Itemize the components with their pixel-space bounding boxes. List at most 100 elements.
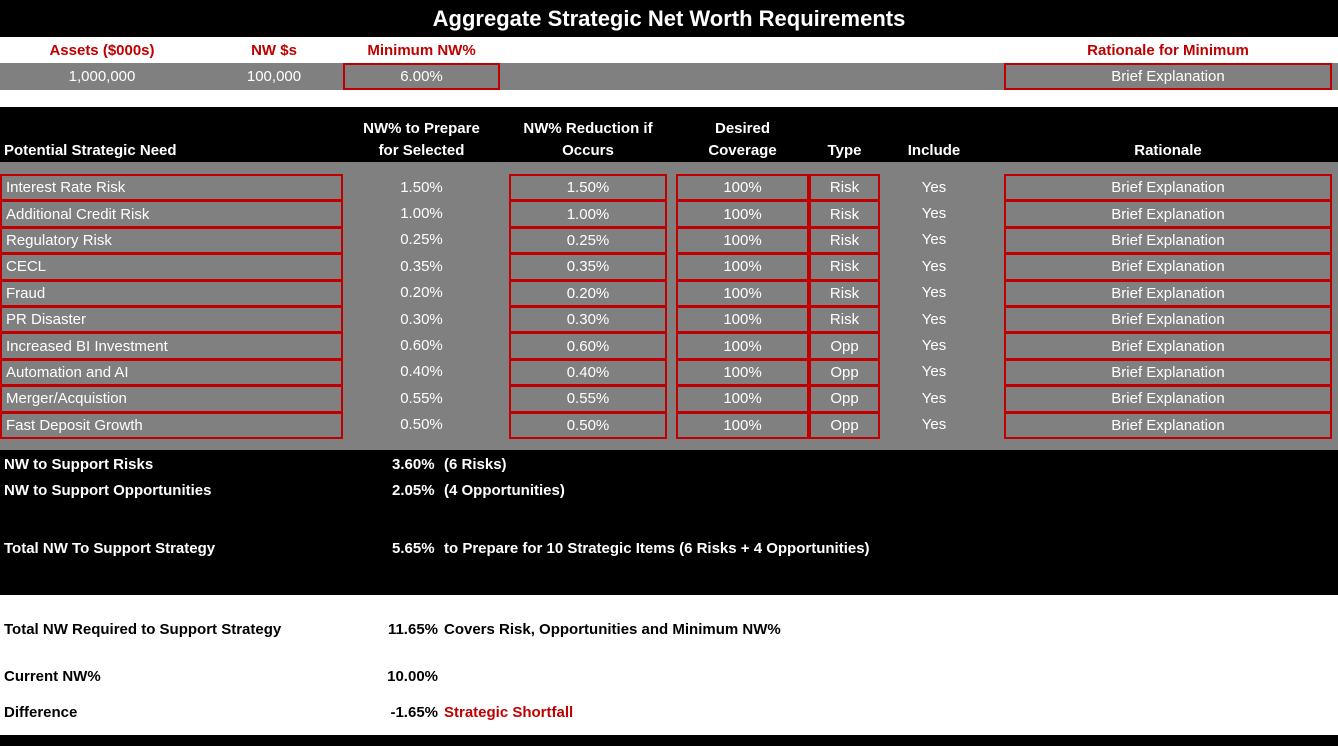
column-header: NW% Reduction if Occurs (523, 120, 653, 159)
table-cell: 0.55% (509, 385, 667, 413)
minimum-value: 6.00% (343, 63, 500, 90)
requirement-label: Current NW% (4, 667, 101, 685)
requirement-label: Total NW Required to Support Strategy (4, 620, 282, 638)
minimum-value: 100,000 (246, 68, 302, 85)
table-cell: Fraud (0, 279, 343, 307)
summary-value: 3.60% (392, 455, 435, 473)
table-cell: 0.60% (509, 332, 667, 360)
table-cell: Yes (921, 284, 947, 302)
minimum-value: 1,000,000 (68, 68, 136, 85)
summary-label: Total NW To Support Strategy (4, 539, 216, 557)
table-cell: 1.50% (509, 174, 667, 202)
table-cell: Brief Explanation (1004, 385, 1332, 413)
table-cell: 0.50% (509, 411, 667, 439)
summary-value: 2.05% (392, 481, 435, 499)
table-cell: Yes (921, 178, 947, 196)
minimum-header: Minimum NW% (367, 42, 476, 59)
summary-label: NW to Support Risks (4, 455, 154, 473)
table-cell: 100% (676, 385, 809, 413)
table-cell: 100% (676, 411, 809, 439)
table-cell: Risk (809, 253, 880, 281)
table-cell: Risk (809, 174, 880, 202)
table-cell: 0.60% (400, 337, 443, 355)
table-cell: PR Disaster (0, 306, 343, 334)
table-cell: Brief Explanation (1004, 332, 1332, 360)
requirement-value: -1.65% (390, 703, 438, 721)
requirement-value: 10.00% (387, 667, 438, 685)
summary-note: (6 Risks) (444, 455, 507, 473)
table-cell: 0.25% (400, 231, 443, 249)
table-cell: Opp (809, 358, 880, 387)
table-cell: 0.55% (400, 389, 443, 407)
table-cell: 0.20% (400, 284, 443, 302)
table-cell: Risk (809, 279, 880, 307)
table-cell: 0.40% (400, 363, 443, 381)
table-cell: 100% (676, 306, 809, 334)
requirement-value: 11.65% (387, 620, 438, 638)
minimum-value: Brief Explanation (1004, 63, 1332, 90)
table-cell: 0.25% (509, 226, 667, 255)
requirement-note: Strategic Shortfall (444, 703, 574, 721)
requirement-band (0, 595, 1338, 735)
summary-note: (4 Opportunities) (444, 481, 565, 499)
spacer-band (0, 90, 1338, 107)
header-band (0, 37, 1338, 63)
table-cell: 1.00% (509, 200, 667, 228)
table-cell: 100% (676, 226, 809, 255)
table-cell: Brief Explanation (1004, 200, 1332, 228)
table-cell: Brief Explanation (1004, 174, 1332, 202)
column-header: Rationale (1134, 142, 1202, 159)
column-header: NW% to Prepare for Selected (363, 120, 480, 159)
column-header: Include (907, 142, 961, 159)
table-cell: 100% (676, 174, 809, 202)
minimum-header: Assets ($000s) (49, 42, 155, 59)
table-cell: CECL (0, 253, 343, 281)
table-cell: Risk (809, 226, 880, 255)
table-cell: Yes (921, 257, 947, 275)
requirement-label: Difference (4, 703, 78, 721)
table-cell: Additional Credit Risk (0, 200, 343, 228)
table-cell: Fast Deposit Growth (0, 411, 343, 439)
minimum-band (0, 63, 1338, 90)
table-cell: 100% (676, 279, 809, 307)
table-cell: Risk (809, 306, 880, 334)
summary-label: NW to Support Opportunities (4, 481, 212, 499)
summary-value: 5.65% (392, 539, 435, 557)
table-cell: 1.00% (400, 205, 443, 223)
table-cell: Yes (921, 389, 947, 407)
column-header: Type (827, 142, 862, 159)
table-cell: 0.20% (509, 279, 667, 307)
table-cell: Brief Explanation (1004, 226, 1332, 255)
table-cell: 0.35% (509, 253, 667, 281)
table-cell: Interest Rate Risk (0, 174, 343, 202)
minimum-header: Rationale for Minimum (1087, 42, 1249, 59)
table-cell: Yes (921, 363, 947, 381)
table-cell: Yes (921, 337, 947, 355)
table-cell: Brief Explanation (1004, 358, 1332, 387)
summary-note: to Prepare for 10 Strategic Items (6 Ris… (444, 539, 870, 557)
table-cell: Yes (921, 416, 947, 434)
table-cell: Merger/Acquistion (0, 385, 343, 413)
table-cell: 0.35% (400, 257, 443, 275)
table-cell: 1.50% (400, 178, 443, 196)
table-cell: Brief Explanation (1004, 306, 1332, 334)
column-header: Potential Strategic Need (4, 142, 177, 159)
minimum-header: NW $s (251, 42, 297, 59)
table-cell: Automation and AI (0, 358, 343, 387)
table-cell: 100% (676, 332, 809, 360)
table-cell: Yes (921, 205, 947, 223)
table-cell: Yes (921, 231, 947, 249)
table-cell: Opp (809, 385, 880, 413)
table-cell: 100% (676, 200, 809, 228)
table-cell: 0.30% (400, 310, 443, 328)
table-cell: 0.50% (400, 416, 443, 434)
requirement-note: Covers Risk, Opportunities and Minimum N… (444, 620, 781, 638)
table-cell: 100% (676, 358, 809, 387)
table-cell: Opp (809, 411, 880, 439)
table-cell: Regulatory Risk (0, 226, 343, 255)
table-cell: 100% (676, 253, 809, 281)
title: Aggregate Strategic Net Worth Requiremen… (432, 5, 906, 31)
table-cell: Brief Explanation (1004, 253, 1332, 281)
table-cell: Brief Explanation (1004, 279, 1332, 307)
